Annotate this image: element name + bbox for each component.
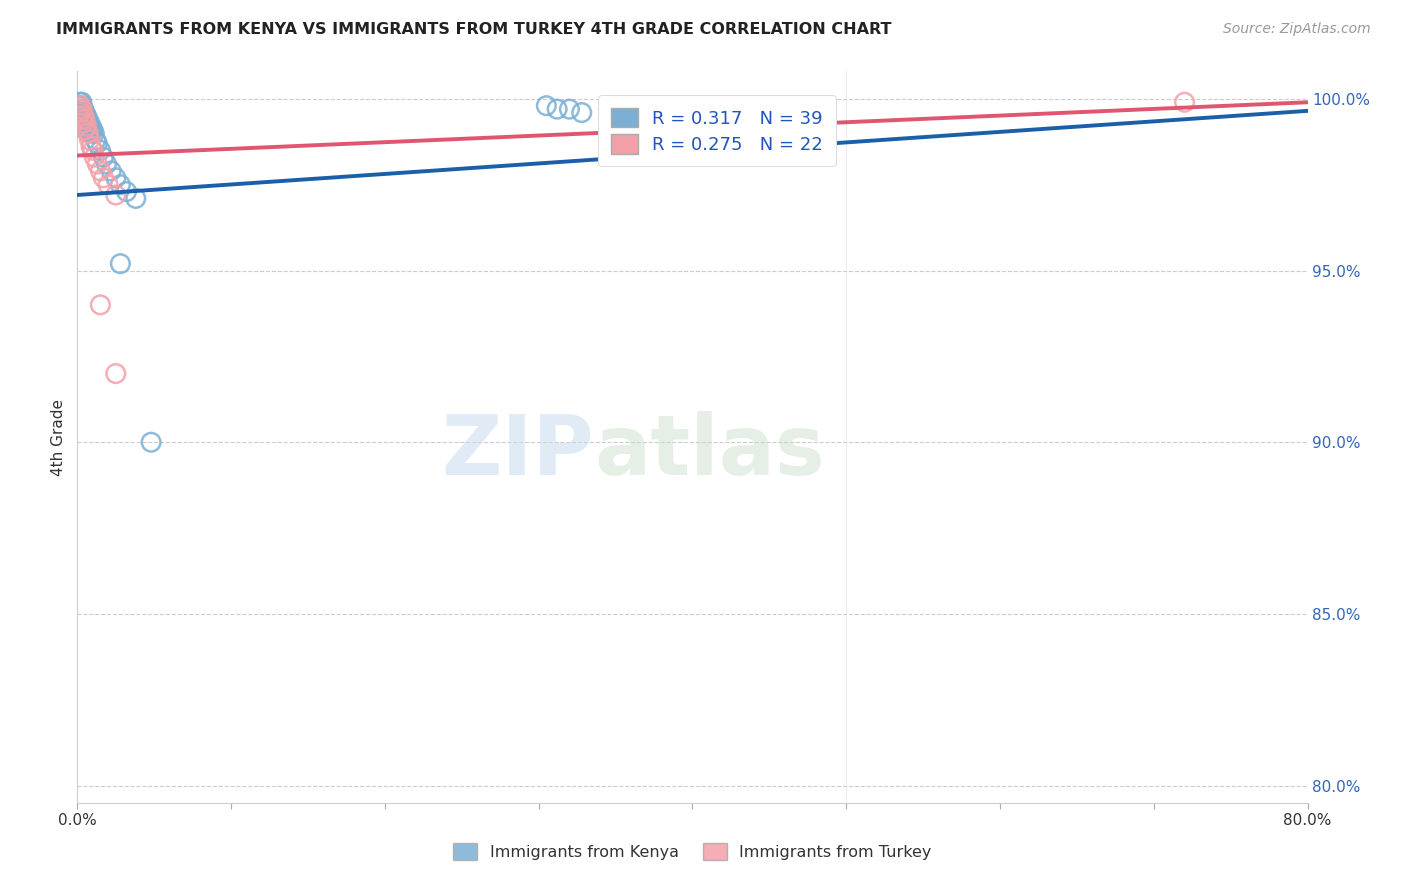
Point xyxy=(73,105,96,120)
Point xyxy=(546,102,568,116)
Point xyxy=(86,136,108,151)
Point xyxy=(115,185,138,199)
Y-axis label: 4th Grade: 4th Grade xyxy=(51,399,66,475)
Point xyxy=(72,109,94,123)
Point xyxy=(69,95,91,110)
Point xyxy=(69,109,91,123)
Point xyxy=(69,105,91,120)
Point xyxy=(70,105,93,120)
Point xyxy=(89,298,111,312)
Point xyxy=(76,120,98,134)
Point xyxy=(104,170,127,185)
Point xyxy=(86,157,108,171)
Point xyxy=(96,157,118,171)
Point xyxy=(73,112,96,127)
Point xyxy=(97,178,120,192)
Point xyxy=(79,133,101,147)
Text: Source: ZipAtlas.com: Source: ZipAtlas.com xyxy=(1223,22,1371,37)
Point xyxy=(69,102,91,116)
Point xyxy=(73,112,96,127)
Point xyxy=(93,150,115,164)
Point xyxy=(83,126,105,140)
Point xyxy=(82,122,104,136)
Point xyxy=(80,126,103,140)
Point xyxy=(70,112,93,127)
Text: atlas: atlas xyxy=(595,411,825,492)
Point xyxy=(1174,95,1197,110)
Point xyxy=(70,98,93,112)
Point xyxy=(110,257,132,271)
Text: ZIP: ZIP xyxy=(441,411,595,492)
Text: IMMIGRANTS FROM KENYA VS IMMIGRANTS FROM TURKEY 4TH GRADE CORRELATION CHART: IMMIGRANTS FROM KENYA VS IMMIGRANTS FROM… xyxy=(56,22,891,37)
Point xyxy=(80,120,103,134)
Point xyxy=(79,122,101,136)
Point xyxy=(104,367,127,381)
Point xyxy=(84,133,107,147)
Point xyxy=(93,170,115,185)
Point xyxy=(72,116,94,130)
Point xyxy=(79,116,101,130)
Point xyxy=(70,112,93,127)
Point xyxy=(72,109,94,123)
Point xyxy=(536,98,558,112)
Point xyxy=(67,105,90,120)
Point xyxy=(73,122,96,136)
Point xyxy=(77,112,100,127)
Point xyxy=(72,116,94,130)
Point xyxy=(571,105,593,120)
Point xyxy=(83,150,105,164)
Point xyxy=(77,120,100,134)
Point xyxy=(77,126,100,140)
Point xyxy=(70,95,93,110)
Point xyxy=(69,98,91,112)
Point xyxy=(73,120,96,134)
Point xyxy=(80,140,103,154)
Point xyxy=(141,435,163,450)
Legend: Immigrants from Kenya, Immigrants from Turkey: Immigrants from Kenya, Immigrants from T… xyxy=(446,836,939,868)
Point xyxy=(125,191,148,205)
Point xyxy=(82,144,104,158)
Point xyxy=(67,98,90,112)
Point xyxy=(89,164,111,178)
Point xyxy=(67,102,90,116)
Point xyxy=(67,109,90,123)
Point xyxy=(72,102,94,116)
Point xyxy=(100,164,122,178)
Point xyxy=(110,178,132,192)
Point xyxy=(76,109,98,123)
Point xyxy=(70,102,93,116)
Point xyxy=(104,188,127,202)
Point xyxy=(89,144,111,158)
Point xyxy=(76,116,98,130)
Point xyxy=(558,102,581,116)
